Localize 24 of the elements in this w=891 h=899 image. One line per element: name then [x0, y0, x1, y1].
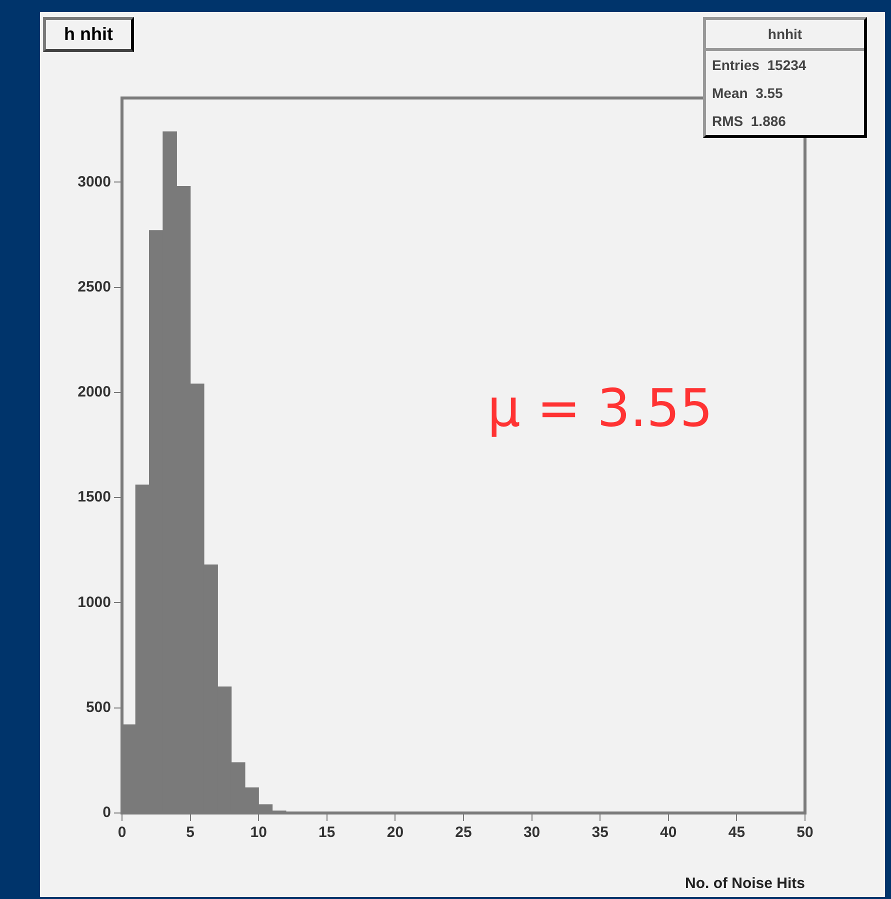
x-tick-label: 45: [728, 824, 746, 842]
x-tick-label: 5: [186, 824, 194, 842]
y-tick-label: 3000: [78, 173, 111, 190]
x-tick-label: 10: [250, 824, 267, 842]
x-tick-label: 30: [523, 824, 540, 842]
y-tick-label: 500: [86, 698, 111, 716]
statistics-box: hnhit Entries 15234 Mean 3.55 RMS 1.886: [703, 17, 867, 138]
x-tick-label: 50: [796, 824, 814, 842]
x-tick-label: 0: [118, 824, 126, 842]
x-tick-label: 25: [455, 824, 472, 842]
annotation: Mean 3.55: [711, 84, 784, 103]
annotation: μ = 3.55: [487, 379, 713, 440]
y-tick-label: 2500: [78, 278, 111, 296]
y-tick-label: 1000: [78, 594, 111, 611]
annotation: RMS 1.886: [711, 112, 787, 131]
y-tick-label: 1500: [78, 488, 111, 506]
y-tick-label: 0: [102, 804, 111, 822]
x-tick-label: 15: [318, 824, 336, 842]
x-tick-label: 40: [660, 824, 677, 842]
x-tick-label: 35: [592, 824, 608, 842]
y-tick-label: 2000: [78, 384, 111, 401]
title-box: h nhit: [43, 17, 134, 52]
x-tick-label: 20: [386, 824, 404, 842]
x-axis-title: No. of Noise Hits: [684, 875, 805, 892]
